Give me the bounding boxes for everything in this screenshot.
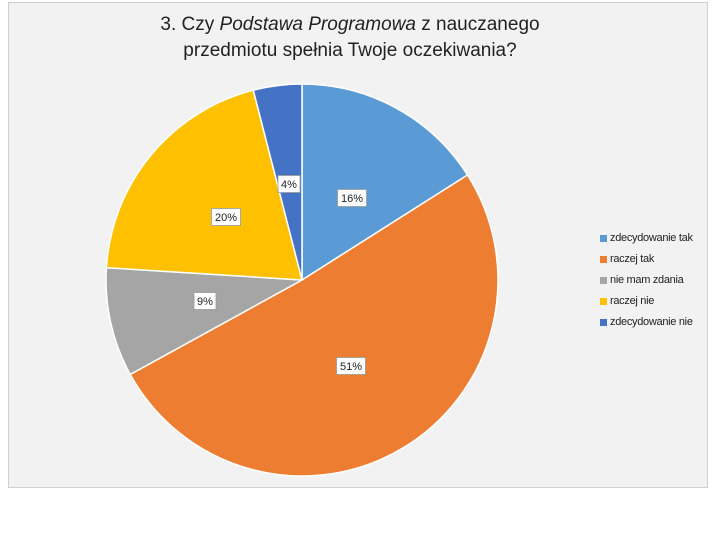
chart-title-prefix: 3. Czy xyxy=(160,14,220,35)
chart-title-suffix: z nauczanego xyxy=(415,14,540,35)
chart-title-line2: przedmiotu spełnia Twoje oczekiwania? xyxy=(183,40,517,61)
legend-item-nie-mam-zdania: nie mam zdania xyxy=(600,274,710,295)
chart-title-italic: Podstawa Programowa xyxy=(219,14,416,35)
data-label-raczej-tak: 51% xyxy=(336,357,366,375)
legend-swatch xyxy=(600,298,607,305)
data-label-zdecydowanie-nie: 4% xyxy=(277,175,301,193)
data-label-box xyxy=(277,175,301,193)
pie-slice-raczej-tak xyxy=(129,173,499,477)
legend-text: nie mam zdania xyxy=(610,274,684,286)
chart-title: 3. Czy Podstawa Programowa z nauczanego … xyxy=(100,12,600,64)
legend-swatch xyxy=(600,235,607,242)
legend-text: zdecydowanie tak xyxy=(610,232,693,244)
data-label-text: 4% xyxy=(281,179,297,191)
legend-text: raczej tak xyxy=(610,253,655,265)
data-label-text: 51% xyxy=(340,361,362,373)
legend-swatch xyxy=(600,319,607,326)
pie-slice-raczej-nie xyxy=(105,89,303,281)
legend-text: zdecydowanie nie xyxy=(610,316,693,328)
legend-item-zdecydowanie-tak: zdecydowanie tak xyxy=(600,232,710,253)
legend-swatch xyxy=(600,256,607,263)
data-label-text: 9% xyxy=(197,296,213,308)
data-label-box xyxy=(336,357,366,375)
legend-text: raczej nie xyxy=(610,295,655,307)
legend-swatch xyxy=(600,277,607,284)
legend-item-raczej-nie: raczej nie xyxy=(600,295,710,316)
data-label-raczej-nie: 20% xyxy=(211,208,241,226)
pie-slice-zdecydowanie-tak xyxy=(301,83,469,282)
data-label-box xyxy=(337,189,367,207)
data-label-box xyxy=(211,208,241,226)
legend-item-raczej-tak: raczej tak xyxy=(600,253,710,274)
data-label-nie-mam-zdania: 9% xyxy=(193,292,217,310)
data-label-zdecydowanie-tak: 16% xyxy=(337,189,367,207)
data-label-box xyxy=(193,292,217,310)
data-label-text: 16% xyxy=(341,193,363,205)
legend-item-zdecydowanie-nie: zdecydowanie nie xyxy=(600,316,710,337)
pie-slice-nie-mam-zdania xyxy=(105,266,305,376)
data-label-text: 20% xyxy=(215,212,237,224)
legend: zdecydowanie tak raczej tak nie mam zdania… xyxy=(600,232,710,337)
